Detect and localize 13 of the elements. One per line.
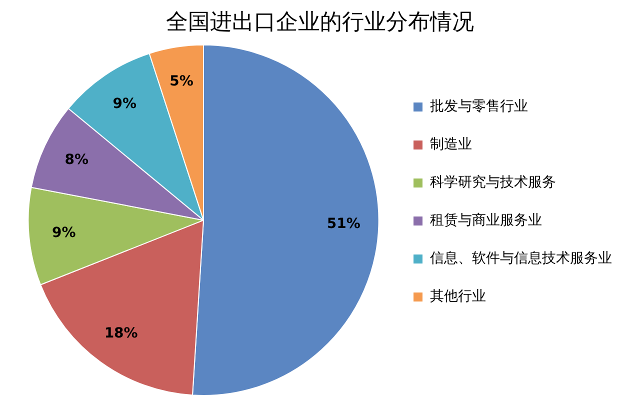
legend-label: 科学研究与技术服务: [430, 174, 556, 191]
data-label: 9%: [112, 96, 137, 112]
data-label: 8%: [64, 152, 88, 168]
legend-label: 其他行业: [430, 288, 486, 305]
legend-label: 租赁与商业服务业: [430, 212, 542, 229]
data-label: 51%: [326, 216, 360, 232]
legend-label: 制造业: [430, 136, 472, 153]
data-label: 18%: [104, 325, 138, 342]
legend-label: 批发与零售行业: [430, 98, 528, 115]
chart-title: 全国进出口企业的行业分布情况: [166, 10, 474, 35]
legend-label: 信息、软件与信息技术服务业: [430, 250, 612, 267]
data-label: 5%: [170, 73, 194, 90]
data-label: 9%: [52, 225, 76, 242]
